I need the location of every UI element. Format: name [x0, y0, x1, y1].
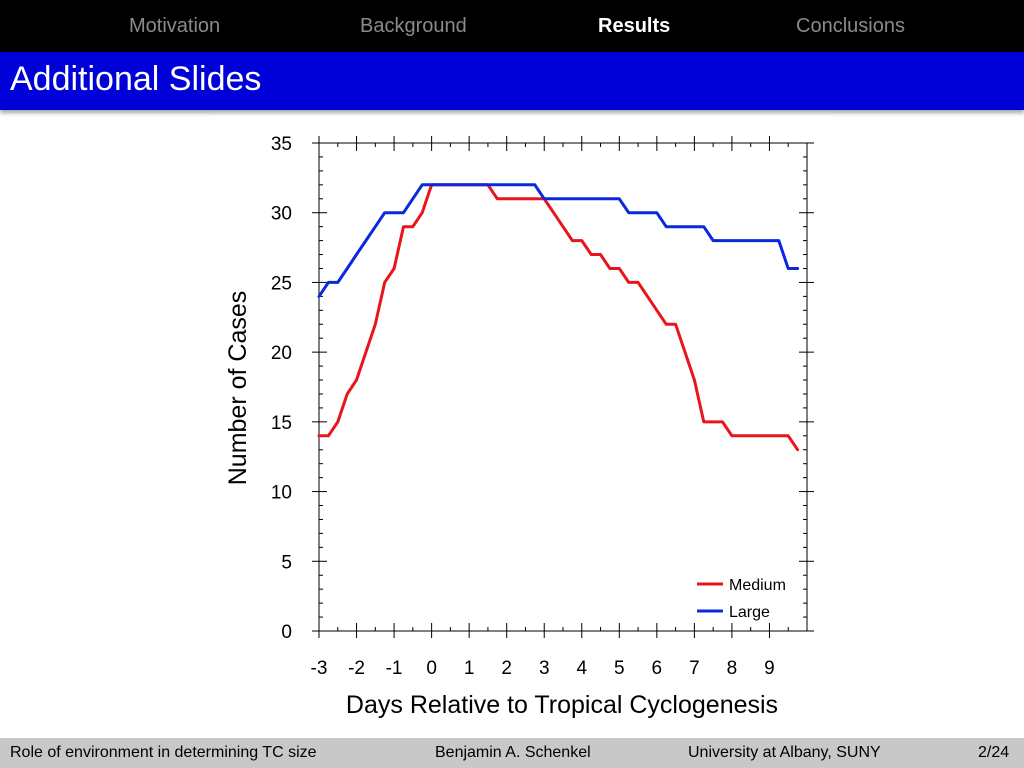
x-tick-label: 8	[727, 658, 738, 679]
chart-background	[214, 116, 831, 736]
tick-marks	[312, 136, 814, 638]
x-tick-label: 1	[464, 658, 475, 679]
nav-item-results[interactable]: Results	[598, 15, 671, 37]
y-tick-label: 10	[271, 483, 292, 504]
series-line-large	[317, 183, 800, 298]
series-line-medium	[317, 183, 800, 452]
y-tick-label: 0	[281, 622, 292, 643]
footer-author: Benjamin A. Schenkel	[435, 744, 591, 761]
x-tick-label: 4	[576, 658, 587, 679]
nav-item-motivation[interactable]: Motivation	[129, 15, 221, 37]
y-axis-title: Number of Cases	[224, 291, 252, 486]
footer-institution: University at Albany, SUNY	[688, 744, 881, 761]
x-tick-label: 5	[614, 658, 625, 679]
y-tick-label: 25	[271, 273, 292, 294]
x-tick-label: 3	[539, 658, 550, 679]
footer-bar: Role of environment in determining TC si…	[0, 738, 1024, 768]
y-tick-label: 35	[271, 134, 292, 155]
y-tick-label: 30	[271, 204, 292, 225]
x-tick-labels: -3 -2 -1 0 1 2 3 4 5 6 7 8 9	[311, 658, 775, 679]
footer-page-number: 2/24	[978, 744, 1010, 761]
line-chart: 0 5 10 15 20 25 30 35 -3 -2 -1 0 1 2 3 4 5 6 7 8 9 Days Rel…	[214, 116, 831, 736]
x-tick-label: -2	[348, 658, 365, 679]
footer-talk-title: Role of environment in determining TC si…	[10, 744, 317, 761]
nav-item-conclusions[interactable]: Conclusions	[796, 15, 905, 37]
slide-title-bar: Additional Slides	[0, 52, 1024, 110]
slide-title: Additional Slides	[10, 60, 262, 98]
y-tick-label: 15	[271, 413, 292, 434]
x-tick-label: -3	[311, 658, 328, 679]
x-tick-label: 0	[426, 658, 437, 679]
x-axis-title: Days Relative to Tropical Cyclogenesis	[346, 691, 778, 719]
top-navigation-bar: Motivation Background Results Conclusion…	[0, 0, 1024, 52]
y-tick-label: 20	[271, 343, 292, 364]
series-lines	[317, 183, 800, 452]
legend: Medium Large	[697, 577, 786, 621]
y-tick-label: 5	[281, 552, 292, 573]
x-tick-label: 2	[501, 658, 512, 679]
plot-frame	[318, 142, 808, 632]
nav-item-background[interactable]: Background	[360, 15, 467, 37]
x-tick-label: -1	[386, 658, 403, 679]
y-tick-labels: 0 5 10 15 20 25 30 35	[271, 134, 292, 643]
legend-medium-label: Medium	[729, 577, 786, 594]
x-tick-label: 9	[764, 658, 775, 679]
x-tick-label: 7	[689, 658, 700, 679]
legend-large-label: Large	[729, 604, 770, 621]
x-tick-label: 6	[652, 658, 663, 679]
